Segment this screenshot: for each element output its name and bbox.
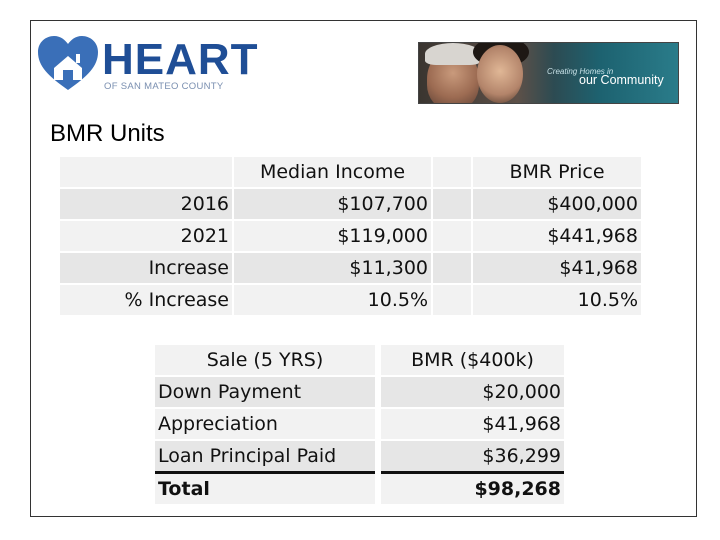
table1-row-income: $107,700 — [234, 189, 431, 219]
table2-total-label: Total — [155, 474, 375, 504]
table2-row-label: Loan Principal Paid — [155, 441, 375, 471]
table1-row-label: Increase — [60, 253, 232, 283]
logo-subtitle: OF SAN MATEO COUNTY — [104, 81, 224, 92]
table1-row-price: $41,968 — [473, 253, 641, 283]
table2-header-bmr: BMR ($400k) — [381, 345, 564, 375]
table2-row-value: $20,000 — [381, 377, 564, 407]
table2-row-value: $36,299 — [381, 441, 564, 471]
slide-frame — [30, 20, 697, 517]
table1-row-label: 2016 — [60, 189, 232, 219]
table2-row-label: Appreciation — [155, 409, 375, 439]
table1-row-label: 2021 — [60, 221, 232, 251]
table1-header-price: BMR Price — [473, 157, 641, 187]
table1-row-price: $400,000 — [473, 189, 641, 219]
heart-logo: HEART OF SAN MATEO COUNTY — [36, 34, 258, 94]
table2-header-sale: Sale (5 YRS) — [155, 345, 375, 375]
photo-person-young — [477, 45, 523, 103]
table2-total-rule — [155, 471, 375, 474]
banner-tagline: our Community — [579, 73, 664, 87]
house-heart-icon — [38, 36, 98, 90]
table2-total-value: $98,268 — [381, 474, 564, 504]
table1-row-income: $119,000 — [234, 221, 431, 251]
section-title: BMR Units — [50, 120, 165, 147]
community-photo-banner: Creating Homes in our Community — [418, 42, 679, 104]
logo-wordmark: HEART — [102, 35, 259, 84]
table1-row-income: $11,300 — [234, 253, 431, 283]
table1-row-label: % Increase — [60, 285, 232, 315]
table1-row-gap — [433, 253, 471, 283]
table1-row-income: 10.5% — [234, 285, 431, 315]
table1-header-gap — [433, 157, 471, 187]
table1-row-gap — [433, 189, 471, 219]
table1-header-income: Median Income — [234, 157, 431, 187]
photo-hair-elder — [425, 43, 481, 65]
table1-row-gap — [433, 221, 471, 251]
table2-row-label: Down Payment — [155, 377, 375, 407]
banner-tagline-small: Creating Homes in — [547, 67, 614, 76]
table1-header-blank — [60, 157, 232, 187]
table2-total-rule — [381, 471, 564, 474]
table1-row-price: $441,968 — [473, 221, 641, 251]
table1-row-price: 10.5% — [473, 285, 641, 315]
table2-row-value: $41,968 — [381, 409, 564, 439]
table1-row-gap — [433, 285, 471, 315]
